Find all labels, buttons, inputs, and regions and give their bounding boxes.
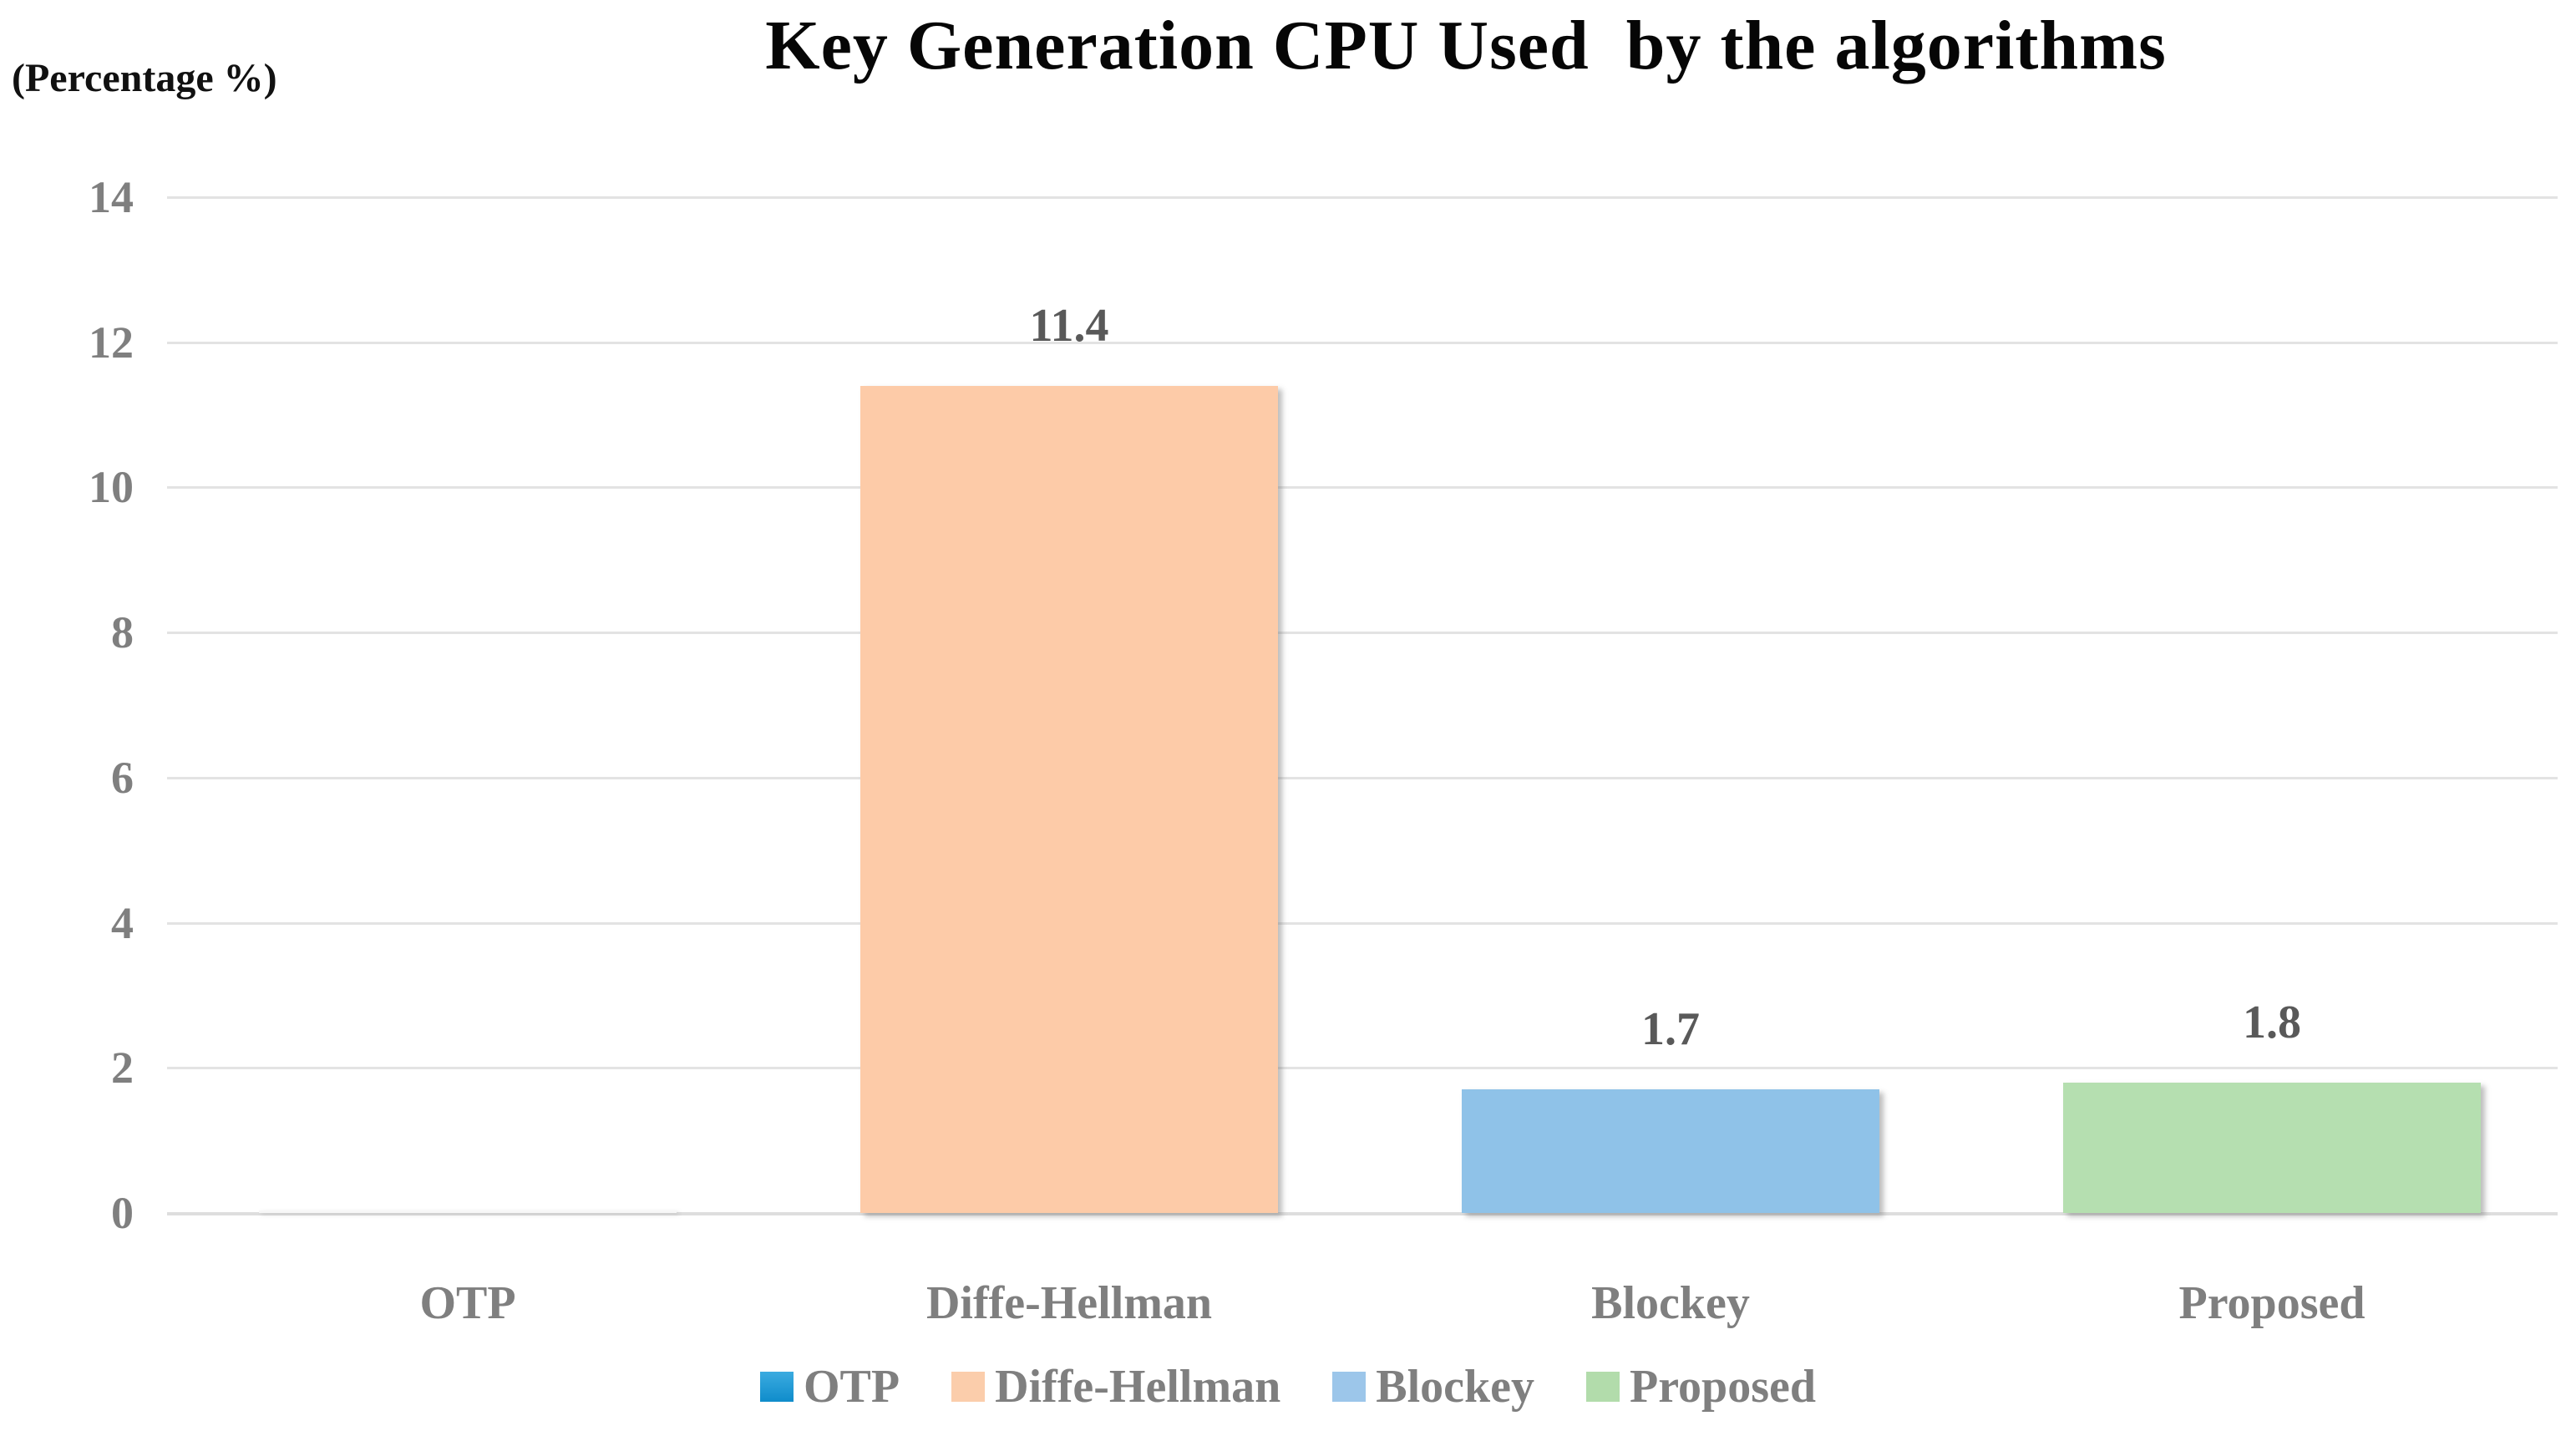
gridline-y-6 <box>167 776 2558 779</box>
legend-label-diffe-hellman: Diffe-Hellman <box>995 1361 1281 1413</box>
legend-swatch-otp <box>759 1372 794 1402</box>
y-tick-label-10: 10 <box>89 462 134 513</box>
legend-swatch-blockey <box>1332 1372 1367 1402</box>
gridline-y-14 <box>167 196 2558 199</box>
legend-label-otp: OTP <box>803 1361 900 1413</box>
y-tick-label-14: 14 <box>89 172 134 222</box>
y-axis-label: (Percentage %) <box>12 56 277 100</box>
y-tick-label-6: 6 <box>111 752 134 803</box>
bar-value-label-diffe-hellman: 11.4 <box>1029 300 1109 352</box>
legend: OTP Diffe-Hellman Blockey Proposed <box>0 1362 2576 1412</box>
x-category-label-blockey: Blockey <box>1591 1277 1750 1329</box>
bar-blockey <box>1462 1089 1879 1213</box>
y-tick-label-12: 12 <box>89 317 134 368</box>
bar-proposed <box>2063 1083 2481 1213</box>
legend-swatch-proposed <box>1586 1372 1620 1402</box>
y-tick-label-4: 4 <box>111 897 134 948</box>
y-tick-label-0: 0 <box>111 1188 134 1238</box>
gridline-y-10 <box>167 486 2558 490</box>
bar-otp <box>259 1210 677 1213</box>
legend-item-blockey: Blockey <box>1332 1362 1534 1412</box>
legend-label-proposed: Proposed <box>1630 1361 1816 1413</box>
y-tick-label-8: 8 <box>111 607 134 658</box>
bar-diffe-hellman <box>860 386 1278 1213</box>
gridline-y-2 <box>167 1067 2558 1070</box>
legend-item-diffe-hellman: Diffe-Hellman <box>951 1362 1280 1412</box>
x-axis-baseline <box>167 1212 2558 1215</box>
bar-value-label-blockey: 1.7 <box>1641 1003 1700 1055</box>
gridline-y-8 <box>167 632 2558 635</box>
y-tick-label-2: 2 <box>111 1043 134 1094</box>
legend-item-proposed: Proposed <box>1586 1362 1816 1412</box>
legend-label-blockey: Blockey <box>1376 1361 1534 1413</box>
x-category-label-otp: OTP <box>419 1277 516 1329</box>
x-category-label-proposed: Proposed <box>2178 1277 2366 1329</box>
gridline-y-4 <box>167 921 2558 925</box>
gridline-y-12 <box>167 341 2558 344</box>
bar-value-label-proposed: 1.8 <box>2243 997 2301 1048</box>
legend-item-otp: OTP <box>759 1361 900 1413</box>
legend-swatch-diffe-hellman <box>951 1372 986 1402</box>
x-category-label-diffe-hellman: Diffe-Hellman <box>925 1277 1213 1329</box>
chart-title: Key Generation CPU Used by the algorithm… <box>765 7 2167 84</box>
